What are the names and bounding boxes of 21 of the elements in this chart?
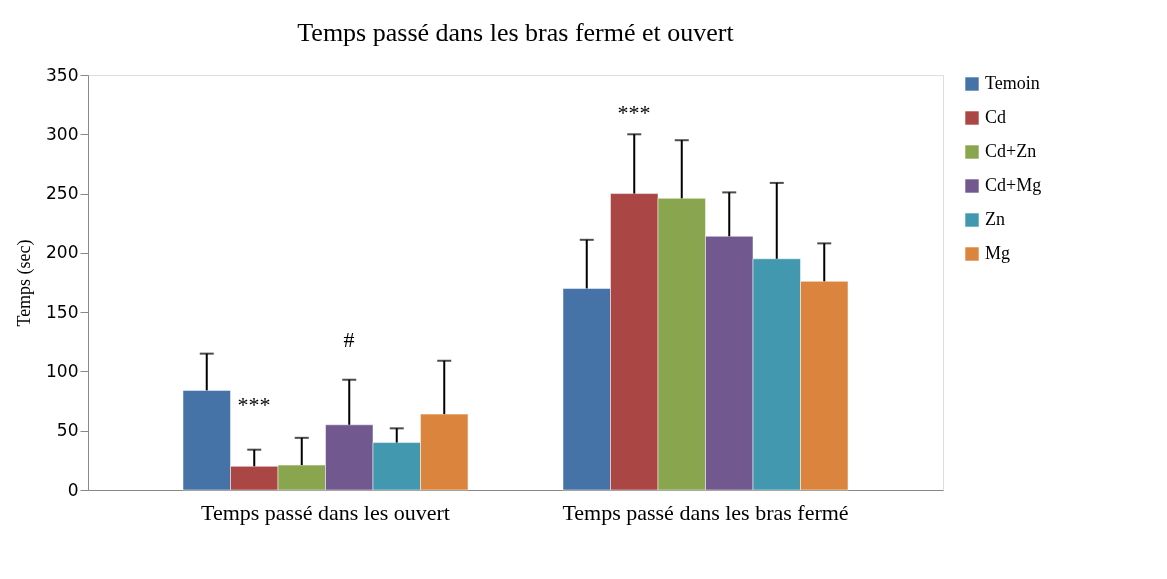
y-tick-label: 350 [46,64,79,85]
y-tick-label: 50 [56,420,79,441]
x-tick-label: Temps passé dans les bras fermé [562,499,849,525]
chart-title: Temps passé dans les bras fermé et ouvert [297,18,735,47]
legend-label: Cd+Mg [985,175,1042,195]
legend-label: Cd+Zn [985,141,1037,161]
y-tick-label: 150 [46,301,79,322]
annotation: *** [617,100,651,125]
y-tick-label: 200 [46,242,79,263]
legend-label: Zn [985,209,1005,229]
legend-label: Mg [985,243,1011,263]
y-tick-label: 100 [46,360,79,381]
legend-label: Temoin [985,73,1040,93]
annotation: # [343,327,355,352]
y-tick-label: 300 [46,123,79,144]
x-tick-label: Temps passé dans les ouvert [201,499,450,525]
legend-label: Cd [985,107,1007,127]
y-axis-title: Temps (sec) [14,239,36,327]
y-tick-label: 0 [67,479,79,500]
y-tick-label: 250 [46,183,79,204]
annotation: *** [237,392,271,417]
